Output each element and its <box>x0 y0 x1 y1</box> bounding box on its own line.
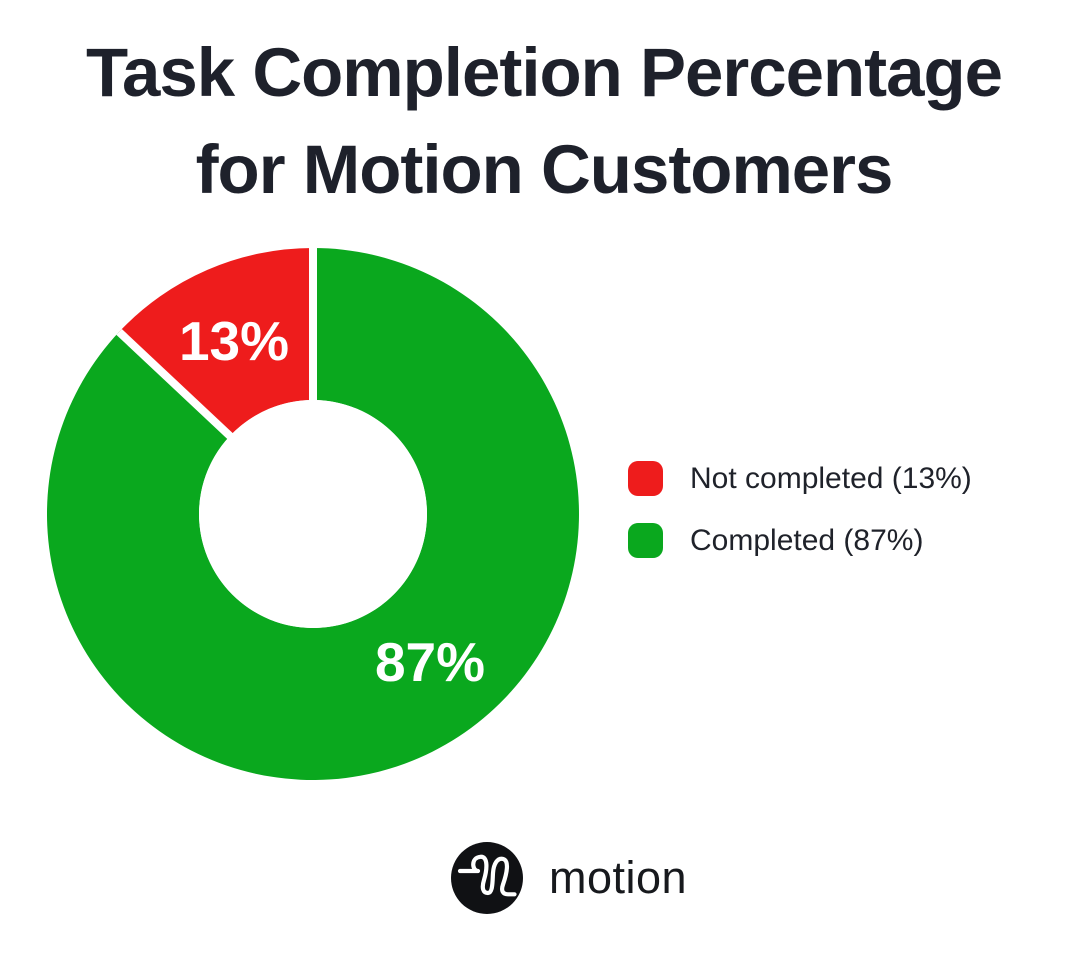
chart-title: Task Completion Percentage for Motion Cu… <box>0 24 1088 218</box>
legend-swatch <box>628 523 663 558</box>
chart-title-line2: for Motion Customers <box>195 131 894 208</box>
legend-label: Not completed (13%) <box>690 461 972 495</box>
legend-label: Completed (87%) <box>690 523 924 557</box>
legend-swatch <box>628 461 663 496</box>
donut-slice-completed <box>47 248 579 780</box>
chart-legend: Not completed (13%) Completed (87%) <box>628 461 972 585</box>
donut-chart: 13% 87% <box>47 248 579 780</box>
legend-item-completed: Completed (87%) <box>628 523 972 558</box>
brand-wordmark: motion <box>549 852 688 903</box>
donut-chart-svg: 13% 87% <box>47 248 579 780</box>
slice-percentage-label: 87% <box>375 631 485 693</box>
brand-footer: motion <box>451 841 687 915</box>
legend-item-not-completed: Not completed (13%) <box>628 461 972 496</box>
motion-m-squiggle-icon <box>457 854 517 897</box>
motion-logo-icon <box>451 842 523 914</box>
slice-percentage-label: 13% <box>179 310 289 372</box>
chart-title-line1: Task Completion Percentage <box>86 34 1003 111</box>
donut-slice-not-completed <box>119 248 313 436</box>
donut-hole <box>199 400 427 628</box>
